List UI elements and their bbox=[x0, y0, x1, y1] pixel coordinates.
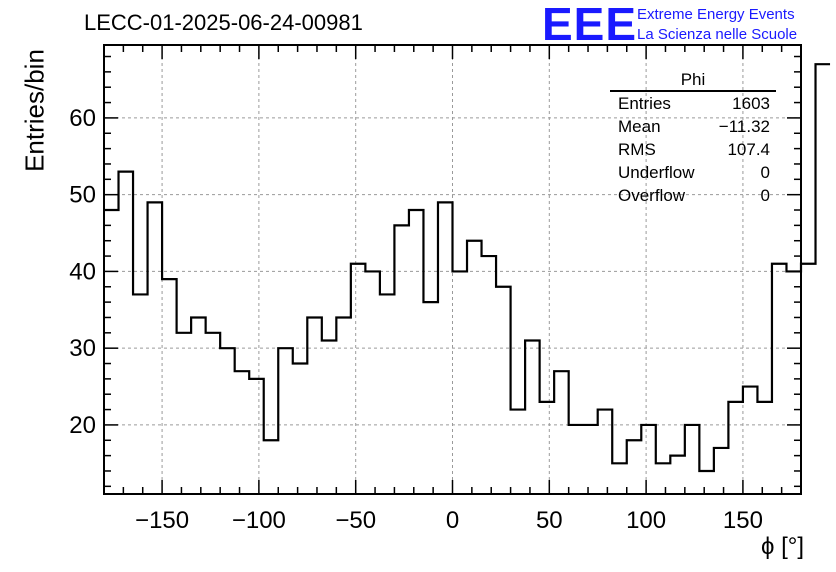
histogram-bin bbox=[409, 210, 424, 494]
stats-label: Mean bbox=[618, 117, 661, 136]
y-tick-label: 30 bbox=[69, 335, 96, 362]
stats-divider bbox=[610, 90, 776, 92]
x-tick-label: −150 bbox=[135, 507, 189, 534]
stats-value: 0 bbox=[760, 186, 770, 205]
histogram-bin bbox=[119, 172, 134, 494]
stats-value: 107.4 bbox=[727, 140, 770, 159]
x-tick-label: 150 bbox=[723, 507, 763, 534]
y-tick-label: 50 bbox=[69, 182, 96, 209]
histogram-bin bbox=[656, 463, 671, 494]
stats-row-overflow: Overflow 0 bbox=[608, 184, 778, 207]
histogram-bin bbox=[351, 264, 366, 494]
histogram-bin bbox=[728, 402, 743, 494]
histogram-bin bbox=[264, 440, 279, 494]
eee-logo: EEE bbox=[542, 0, 638, 50]
histogram-bin bbox=[220, 348, 235, 494]
histogram-bin bbox=[177, 333, 192, 494]
histogram-bin bbox=[627, 440, 642, 494]
histogram-bin bbox=[554, 371, 569, 494]
histogram-bin bbox=[540, 402, 555, 494]
histogram-bin bbox=[641, 425, 656, 494]
histogram-bin bbox=[525, 340, 540, 494]
stats-value: 0 bbox=[760, 163, 770, 182]
histogram-bin bbox=[278, 348, 293, 494]
logo-line-2: La Scienza nelle Scuole bbox=[637, 26, 798, 43]
histogram-series bbox=[104, 63, 831, 473]
y-tick-label: 40 bbox=[69, 258, 96, 285]
stats-row-rms: RMS 107.4 bbox=[608, 138, 778, 161]
histogram-bin bbox=[191, 317, 206, 494]
histogram-bin bbox=[670, 456, 685, 494]
histogram-bin bbox=[757, 402, 772, 494]
y-tick-label: 20 bbox=[69, 412, 96, 439]
histogram-bin bbox=[482, 256, 497, 494]
histogram-bin bbox=[816, 64, 831, 494]
histogram-bin bbox=[598, 410, 613, 494]
histogram-bin bbox=[148, 202, 163, 494]
histogram-bin bbox=[423, 302, 438, 494]
histogram-bin bbox=[293, 364, 308, 494]
histogram-bin bbox=[569, 425, 584, 494]
logo-line-1: Extreme Energy Events bbox=[637, 6, 795, 23]
histogram-bin bbox=[365, 271, 380, 494]
y-tick-label: 60 bbox=[69, 105, 96, 132]
histogram-bin bbox=[162, 279, 177, 494]
histogram-bin bbox=[496, 287, 511, 494]
histogram-bin bbox=[307, 317, 322, 494]
histogram-bin bbox=[772, 264, 787, 494]
stats-value: −11.32 bbox=[718, 117, 770, 136]
histogram-bin bbox=[612, 463, 627, 494]
stats-label: Overflow bbox=[618, 186, 686, 205]
stats-value: 1603 bbox=[732, 94, 770, 113]
histogram-bin bbox=[583, 425, 598, 494]
histogram-bin bbox=[206, 333, 221, 494]
histogram-bin bbox=[801, 264, 816, 494]
histogram-bin bbox=[336, 317, 351, 494]
x-tick-label: 100 bbox=[626, 507, 666, 534]
histogram-bin bbox=[467, 241, 482, 494]
histogram-bin bbox=[249, 379, 264, 494]
histogram-bin bbox=[786, 271, 801, 494]
histogram-bin bbox=[394, 225, 409, 494]
stats-label: RMS bbox=[618, 140, 656, 159]
histogram-bin bbox=[714, 448, 729, 494]
x-tick-label: 50 bbox=[536, 507, 563, 534]
stats-row-entries: Entries 1603 bbox=[608, 92, 778, 115]
x-tick-label: 0 bbox=[446, 507, 459, 534]
x-tick-label: −100 bbox=[232, 507, 286, 534]
run-title: LECC-01-2025-06-24-00981 bbox=[84, 10, 363, 35]
histogram-bin bbox=[133, 294, 148, 494]
histogram-bin bbox=[511, 410, 526, 494]
x-tick-label: −50 bbox=[335, 507, 376, 534]
stats-box: Phi Entries 1603 Mean −11.32 RMS 107.4 U… bbox=[608, 70, 778, 207]
histogram-bin bbox=[743, 387, 758, 494]
x-axis-label: ϕ [°] bbox=[760, 533, 804, 560]
stats-name: Phi bbox=[680, 70, 706, 89]
stats-label: Entries bbox=[618, 94, 671, 113]
y-axis-label: Entries/bin bbox=[19, 49, 50, 172]
histogram-bin bbox=[380, 294, 395, 494]
histogram-bin bbox=[685, 425, 700, 494]
histogram-bin bbox=[322, 340, 337, 494]
histogram-bin bbox=[453, 271, 468, 494]
histogram-bin bbox=[699, 471, 714, 494]
stats-row-mean: Mean −11.32 bbox=[608, 115, 778, 138]
histogram-bin bbox=[104, 210, 119, 494]
stats-row-underflow: Underflow 0 bbox=[608, 161, 778, 184]
stats-label: Underflow bbox=[618, 163, 695, 182]
histogram-bin bbox=[438, 202, 453, 494]
histogram-bin bbox=[235, 371, 250, 494]
